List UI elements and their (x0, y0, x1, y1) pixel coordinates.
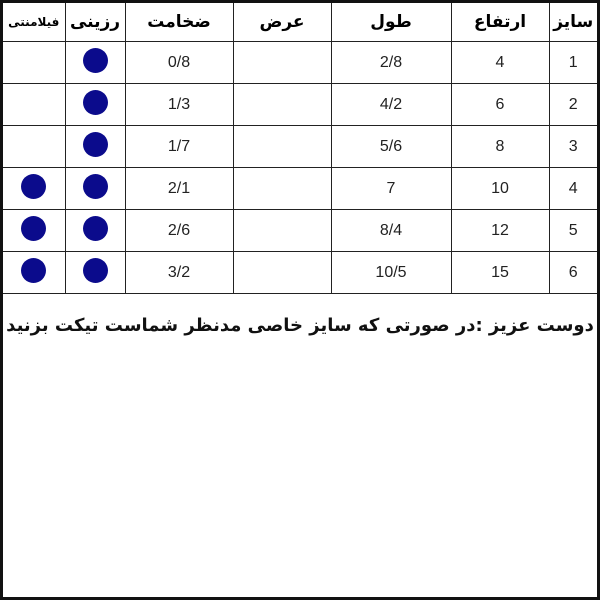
header-row: فیلامنتی رزینی ضخامت عرض طول ارتفاع سایز (3, 3, 597, 42)
cell-length: 2/8 (330, 41, 452, 84)
cell-width (232, 167, 332, 210)
header-width: عرض (232, 3, 332, 42)
cell-size: 4 (548, 167, 597, 210)
cell-resin (64, 167, 126, 210)
cell-size: 5 (548, 209, 597, 252)
resin-dot-icon (82, 89, 108, 115)
size-table: فیلامنتی رزینی ضخامت عرض طول ارتفاع سایز… (3, 3, 597, 294)
cell-filament (3, 83, 66, 126)
cell-size: 2 (548, 83, 597, 126)
table-row: 3/2 10/5 15 6 (3, 251, 597, 294)
cell-resin (64, 125, 126, 168)
cell-filament (3, 251, 66, 294)
cell-height: 8 (450, 125, 550, 168)
header-resin: رزینی (64, 3, 126, 42)
table-row: 2/1 7 10 4 (3, 167, 597, 210)
cell-filament (3, 41, 66, 84)
table-row: 1/3 4/2 6 2 (3, 83, 597, 126)
cell-resin (64, 41, 126, 84)
cell-resin (64, 251, 126, 294)
cell-length: 8/4 (330, 209, 452, 252)
cell-resin (64, 83, 126, 126)
resin-dot-icon (82, 47, 108, 73)
cell-filament (3, 209, 66, 252)
cell-filament (3, 167, 66, 210)
note-text: دوست عزیز :در صورتی که سایز خاصی مدنظر ش… (6, 315, 594, 336)
cell-thickness: 2/1 (124, 167, 234, 210)
table-row: 2/6 8/4 12 5 (3, 209, 597, 252)
cell-height: 15 (450, 251, 550, 294)
cell-thickness: 2/6 (124, 209, 234, 252)
cell-width (232, 251, 332, 294)
header-filament: فیلامنتی (3, 3, 66, 42)
cell-height: 6 (450, 83, 550, 126)
cell-resin (64, 209, 126, 252)
cell-size: 1 (548, 41, 597, 84)
cell-height: 12 (450, 209, 550, 252)
cell-length: 5/6 (330, 125, 452, 168)
cell-length: 4/2 (330, 83, 452, 126)
header-height: ارتفاع (450, 3, 550, 42)
cell-length: 7 (330, 167, 452, 210)
resin-dot-icon (82, 215, 108, 241)
filament-dot-icon (21, 215, 47, 241)
cell-thickness: 3/2 (124, 251, 234, 294)
header-thickness: ضخامت (124, 3, 234, 42)
cell-height: 4 (450, 41, 550, 84)
header-size: سایز (548, 3, 597, 42)
resin-dot-icon (82, 131, 108, 157)
cell-thickness: 1/3 (124, 83, 234, 126)
table-row: 1/7 5/6 8 3 (3, 125, 597, 168)
cell-width (232, 209, 332, 252)
cell-filament (3, 125, 66, 168)
cell-thickness: 1/7 (124, 125, 234, 168)
cell-size: 6 (548, 251, 597, 294)
cell-width (232, 125, 332, 168)
header-length: طول (330, 3, 452, 42)
cell-width (232, 41, 332, 84)
filament-dot-icon (21, 257, 47, 283)
resin-dot-icon (82, 173, 108, 199)
cell-size: 3 (548, 125, 597, 168)
cell-length: 10/5 (330, 251, 452, 294)
cell-thickness: 0/8 (124, 41, 234, 84)
resin-dot-icon (82, 257, 108, 283)
cell-height: 10 (450, 167, 550, 210)
table-row: 0/8 2/8 4 1 (3, 41, 597, 84)
cell-width (232, 83, 332, 126)
filament-dot-icon (21, 173, 47, 199)
